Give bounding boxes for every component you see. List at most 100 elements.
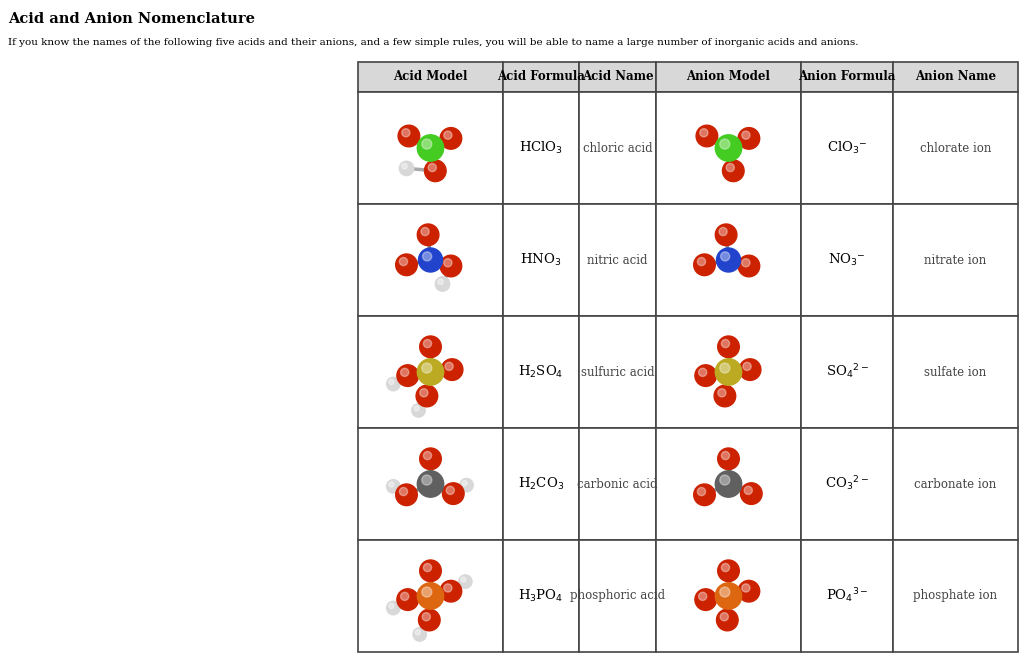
Circle shape <box>440 127 462 149</box>
Circle shape <box>741 259 750 267</box>
Circle shape <box>744 486 753 494</box>
Text: HClO$_3$: HClO$_3$ <box>519 140 563 156</box>
Circle shape <box>462 480 467 486</box>
Circle shape <box>387 480 400 493</box>
Text: nitrate ion: nitrate ion <box>925 253 987 267</box>
Text: H$_2$SO$_4$: H$_2$SO$_4$ <box>518 364 563 380</box>
Circle shape <box>720 587 730 597</box>
Bar <box>358 428 503 540</box>
Circle shape <box>387 378 400 391</box>
Circle shape <box>400 592 409 601</box>
Text: Anion Model: Anion Model <box>686 71 770 84</box>
Bar <box>579 316 656 428</box>
Text: phosphate ion: phosphate ion <box>913 589 997 603</box>
Text: chloric acid: chloric acid <box>583 141 652 154</box>
Circle shape <box>443 131 452 139</box>
Text: H$_2$CO$_3$: H$_2$CO$_3$ <box>518 476 564 492</box>
Circle shape <box>697 488 706 496</box>
Circle shape <box>716 359 741 385</box>
Circle shape <box>695 365 717 386</box>
Circle shape <box>726 164 734 172</box>
Circle shape <box>399 488 408 496</box>
Text: Acid Formula: Acid Formula <box>497 71 585 84</box>
Circle shape <box>721 252 730 261</box>
Bar <box>579 62 656 92</box>
Circle shape <box>740 483 762 504</box>
Text: sulfate ion: sulfate ion <box>925 366 987 378</box>
Circle shape <box>693 254 716 276</box>
Bar <box>358 62 503 92</box>
Bar <box>503 204 579 316</box>
Circle shape <box>420 448 441 470</box>
Bar <box>579 92 656 204</box>
Circle shape <box>720 475 730 485</box>
Text: chlorate ion: chlorate ion <box>920 141 991 154</box>
Text: HNO$_3$: HNO$_3$ <box>520 252 561 268</box>
Bar <box>893 540 1018 652</box>
Circle shape <box>399 257 408 266</box>
Text: carbonic acid: carbonic acid <box>578 477 657 490</box>
Circle shape <box>414 406 419 411</box>
Bar <box>656 540 801 652</box>
Circle shape <box>389 379 394 385</box>
Text: Acid Model: Acid Model <box>393 71 468 84</box>
Bar <box>893 92 1018 204</box>
Text: carbonate ion: carbonate ion <box>914 477 996 490</box>
Circle shape <box>718 336 739 358</box>
Circle shape <box>423 564 431 572</box>
Circle shape <box>743 362 752 370</box>
Text: Acid Name: Acid Name <box>582 71 653 84</box>
Circle shape <box>395 254 418 276</box>
Circle shape <box>723 160 744 182</box>
Circle shape <box>716 471 741 497</box>
Circle shape <box>389 482 394 487</box>
Circle shape <box>696 125 718 147</box>
Circle shape <box>422 587 432 597</box>
Circle shape <box>695 589 717 610</box>
Bar <box>503 428 579 540</box>
Bar <box>893 316 1018 428</box>
Circle shape <box>423 339 431 348</box>
Circle shape <box>435 277 450 291</box>
Bar <box>801 428 893 540</box>
Bar <box>801 62 893 92</box>
Bar <box>656 316 801 428</box>
Text: NO$_3$$^{-}$: NO$_3$$^{-}$ <box>828 252 866 268</box>
Circle shape <box>400 368 409 376</box>
Circle shape <box>721 339 729 348</box>
Circle shape <box>423 451 431 459</box>
Circle shape <box>442 483 464 504</box>
Circle shape <box>399 161 414 176</box>
Circle shape <box>693 484 716 506</box>
Circle shape <box>716 224 737 246</box>
Circle shape <box>422 475 432 485</box>
Circle shape <box>412 404 425 417</box>
Bar <box>358 316 503 428</box>
Text: sulfuric acid: sulfuric acid <box>581 366 654 378</box>
Text: phosphoric acid: phosphoric acid <box>570 589 665 603</box>
Circle shape <box>741 131 750 139</box>
Circle shape <box>738 580 760 602</box>
Circle shape <box>698 368 707 376</box>
Bar <box>656 92 801 204</box>
Bar <box>579 428 656 540</box>
Circle shape <box>440 580 462 602</box>
Circle shape <box>418 583 443 609</box>
Text: Anion Name: Anion Name <box>914 71 996 84</box>
Circle shape <box>446 486 455 494</box>
Circle shape <box>416 385 437 407</box>
Bar <box>358 540 503 652</box>
Circle shape <box>697 257 706 266</box>
Text: Anion Formula: Anion Formula <box>799 71 896 84</box>
Circle shape <box>420 336 441 358</box>
Bar <box>503 316 579 428</box>
Bar <box>656 204 801 316</box>
Text: PO$_4$$^{3-}$: PO$_4$$^{3-}$ <box>825 587 868 605</box>
Circle shape <box>398 125 420 147</box>
Circle shape <box>422 363 432 373</box>
Circle shape <box>441 359 463 380</box>
Bar <box>579 204 656 316</box>
Circle shape <box>719 228 727 236</box>
Text: Acid and Anion Nomenclature: Acid and Anion Nomenclature <box>8 12 255 26</box>
Circle shape <box>461 577 466 582</box>
